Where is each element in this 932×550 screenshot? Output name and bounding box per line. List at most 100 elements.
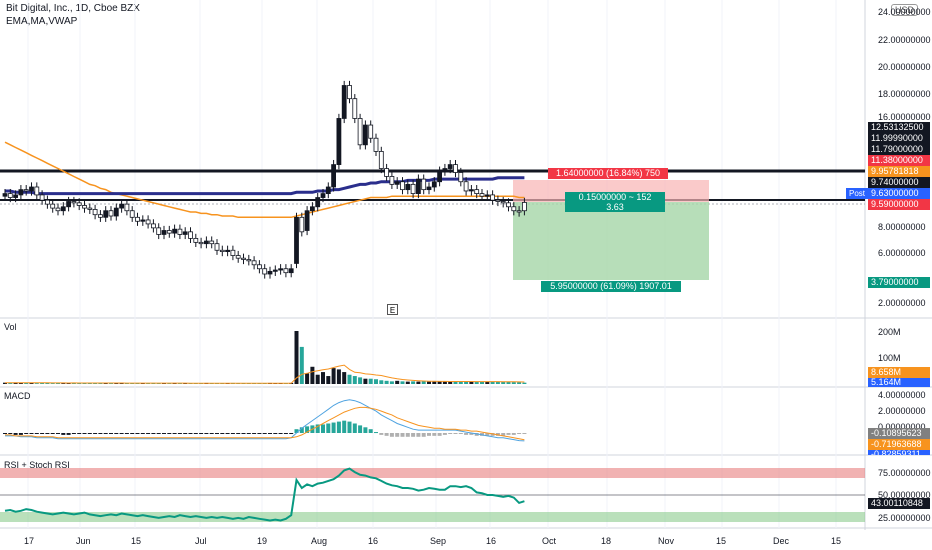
candle-body-37 — [198, 241, 204, 245]
macd-hist-bar-28 — [151, 433, 156, 434]
volume-bar-91 — [485, 381, 490, 384]
candle-body-90 — [479, 193, 485, 197]
macd-hist-bar-78 — [416, 433, 421, 437]
macd-hist-bar-14 — [77, 433, 82, 434]
macd-hist-bar-70 — [374, 432, 378, 434]
macd-hist-bar-26 — [140, 433, 145, 434]
macd-hist-bar-21 — [114, 433, 119, 434]
vol-axis-100: 100M — [878, 353, 901, 363]
price-tag-2: 11.99990000 — [868, 133, 930, 144]
candle-body-47 — [251, 260, 257, 266]
macd-hist-bar-51 — [273, 433, 278, 434]
candle-body-75 — [400, 181, 405, 191]
macd-hist-bar-79 — [421, 433, 426, 437]
reward-zone[interactable] — [513, 202, 709, 280]
candle-body-65 — [347, 85, 352, 100]
macd-hist-bar-12 — [66, 433, 71, 435]
price-axis-2: 2.00000000 — [878, 298, 926, 308]
macd-hist-bar-19 — [103, 433, 108, 434]
price-axis-6: 6.00000000 — [878, 248, 926, 258]
macd-tag-signal: -0.71963688 — [868, 439, 930, 450]
candle-body-72 — [384, 168, 390, 177]
macd-hist-bar-1 — [8, 433, 13, 434]
candle-body-12 — [66, 201, 71, 208]
macd-hist-bar-38 — [204, 433, 209, 434]
candle-body-33 — [177, 228, 183, 235]
candle-body-36 — [193, 238, 199, 243]
candle-body-43 — [230, 249, 236, 256]
candle-body-7 — [39, 194, 45, 201]
volume-bar-10 — [56, 382, 60, 384]
candle-body-71 — [378, 151, 384, 169]
x-label-15b: 15 — [716, 536, 727, 546]
candle-body-18 — [98, 214, 103, 218]
earnings-marker[interactable]: E — [387, 304, 398, 315]
macd-hist-bar-7 — [40, 433, 45, 434]
volume-bar-56 — [299, 346, 304, 384]
rsi-axis-25: 25.00000000 — [878, 513, 931, 523]
rsi-overbought-band — [0, 468, 865, 478]
macd-hist-bar-43 — [230, 433, 235, 434]
volume-bar-55 — [294, 331, 299, 384]
volume-bar-97 — [517, 382, 522, 384]
candle-body-46 — [246, 259, 252, 262]
volume-bar-58 — [310, 366, 315, 384]
macd-hist-bar-29 — [156, 433, 161, 434]
candle-body-2 — [13, 194, 19, 198]
macd-hist-bar-44 — [236, 433, 241, 434]
volume-bar-72 — [384, 380, 389, 384]
candle-body-41 — [219, 249, 225, 252]
candle-body-84 — [447, 164, 453, 169]
macd-hist-bar-36 — [193, 433, 198, 434]
macd-hist-bar-96 — [511, 433, 516, 435]
volume-bar-79 — [421, 381, 426, 384]
macd-axis-4: 4.00000000 — [878, 390, 926, 400]
macd-hist-bar-39 — [209, 433, 214, 434]
volume-bar-27 — [146, 383, 151, 384]
macd-hist-bar-33 — [177, 433, 182, 434]
macd-hist-bar-84 — [448, 433, 453, 434]
x-label-15c: 15 — [831, 536, 842, 546]
candle-body-5 — [29, 186, 34, 192]
currency-button[interactable]: USD — [891, 4, 919, 16]
volume-bar-31 — [167, 383, 172, 384]
volume-bar-14 — [77, 383, 82, 384]
price-axis-18: 18.00000000 — [878, 89, 931, 99]
vol-pane-label: Vol — [4, 322, 17, 332]
candle-body-52 — [278, 268, 284, 271]
macd-hist-bar-11 — [61, 433, 66, 435]
volume-bar-65 — [347, 374, 352, 384]
candle-body-58 — [309, 206, 315, 212]
candle-body-73 — [389, 176, 395, 185]
macd-tag-hist: -0.10895623 — [868, 428, 930, 439]
macd-hist-bar-32 — [172, 433, 177, 434]
candle-body-40 — [214, 243, 220, 251]
volume-bar-59 — [315, 374, 320, 384]
chart-title: Bit Digital, Inc., 1D, Cboe BZX — [6, 3, 140, 14]
macd-hist-bar-3 — [18, 433, 23, 435]
macd-hist-bar-66 — [352, 423, 357, 433]
macd-hist-bar-13 — [71, 433, 76, 434]
candle-body-79 — [421, 178, 427, 191]
volume-bar-70 — [374, 379, 378, 384]
volume-bar-18 — [98, 383, 103, 384]
volume-bar-60 — [321, 372, 325, 384]
x-label-15a: 15 — [131, 536, 142, 546]
candle-body-83 — [442, 168, 448, 172]
candle-body-48 — [256, 264, 262, 270]
volume-bar-75 — [400, 381, 405, 384]
candle-body-96 — [511, 206, 517, 212]
macd-hist-bar-54 — [289, 433, 294, 434]
macd-hist-bar-68 — [363, 427, 368, 433]
macd-hist-bar-48 — [257, 433, 262, 434]
candle-body-55 — [294, 216, 299, 264]
macd-hist-bar-86 — [458, 433, 463, 434]
macd-hist-bar-17 — [93, 433, 98, 434]
candle-body-70 — [373, 137, 379, 152]
rsi-tag: 43.00110848 — [868, 498, 930, 509]
candle-body-69 — [368, 124, 374, 139]
macd-tag-line: -0.82859311 — [868, 450, 930, 455]
macd-hist-bar-42 — [225, 433, 230, 434]
candle-body-6 — [34, 186, 40, 196]
